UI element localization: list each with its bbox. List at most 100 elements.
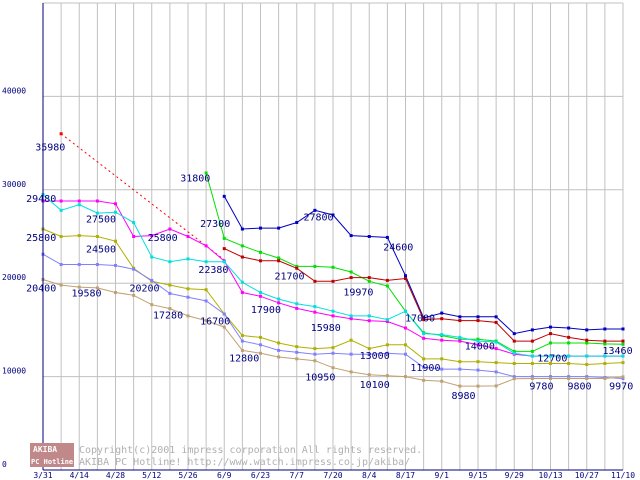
series-point-lavender (313, 352, 317, 356)
series-point-cyan (204, 260, 208, 264)
x-tick-label: 9/1 (435, 471, 450, 480)
series-point-green (313, 264, 317, 268)
series-point-lavender (512, 375, 516, 379)
data-label: 27300 (200, 219, 230, 230)
series-point-lavender (385, 351, 389, 355)
x-tick-label: 9/29 (505, 471, 524, 480)
series-point-cyan (385, 318, 389, 322)
series-point-cyan (59, 208, 63, 212)
y-tick-label: 0 (2, 460, 7, 469)
series-point-red (259, 259, 262, 263)
series-point-red (331, 279, 335, 283)
series-point-magenta (440, 338, 444, 342)
series-point-cyan (114, 210, 117, 214)
series-point-red (404, 277, 407, 281)
series-point-magenta (404, 326, 407, 330)
x-tick-label: 5/12 (142, 471, 161, 480)
data-label: 12700 (537, 354, 567, 365)
series-point-tan (549, 376, 552, 380)
series-point-olive (295, 345, 299, 349)
series-point-tan (367, 373, 371, 377)
y-tick-label: 10000 (2, 367, 26, 376)
series-point-green (331, 265, 335, 269)
data-label: 13000 (360, 351, 390, 362)
series-point-lavender (621, 376, 625, 380)
logo-top-text: AKIBA (33, 445, 57, 454)
data-label: 22380 (198, 265, 228, 276)
series-point-blue (458, 315, 462, 319)
data-label: 13460 (603, 346, 633, 357)
url-line: AKIBA PC Hotline! http://www.watch.impre… (79, 457, 410, 468)
series-point-blue (404, 274, 407, 278)
series-point-red (549, 332, 552, 336)
series-point-cyan (585, 354, 589, 358)
x-tick-label: 8/4 (362, 471, 377, 480)
series-point-tan (222, 325, 226, 329)
data-label: 16700 (200, 316, 230, 327)
series-point-tan (458, 384, 462, 388)
series-point-blue (512, 332, 516, 336)
series-point-red (603, 339, 607, 343)
data-label: 21700 (274, 271, 304, 282)
series-point-magenta (295, 306, 299, 310)
data-label: 9800 (567, 382, 591, 393)
series-point-tan (204, 319, 208, 323)
series-point-red (385, 278, 389, 282)
series-point-cyan (77, 203, 81, 207)
series-point-blue (331, 213, 335, 217)
series-point-cyan (458, 335, 462, 339)
series-point-olive (385, 343, 389, 347)
series-point-magenta (114, 202, 117, 206)
watermark: AKIBA PC Hotline! Copyright(c)2001 impre… (30, 443, 422, 468)
series-point-cyan (132, 220, 136, 224)
series-point-magenta (476, 343, 480, 347)
series-point-magenta (331, 314, 335, 318)
series-point-lavender (168, 291, 172, 295)
x-tick-label: 7/7 (290, 471, 305, 480)
series-point-lavender (150, 278, 154, 282)
series-point-cyan (494, 340, 498, 344)
series-point-blue (530, 328, 534, 332)
data-label: 27500 (86, 214, 116, 225)
data-label: 31800 (180, 173, 210, 184)
data-label: 10950 (305, 372, 335, 383)
series-point-lavender (114, 263, 117, 267)
data-label: 9780 (529, 382, 553, 393)
series-point-lavender (277, 348, 281, 352)
data-label: 8980 (451, 391, 475, 402)
x-tick-label: 9/15 (468, 471, 487, 480)
data-label: 27800 (303, 213, 333, 224)
series-point-olive (440, 357, 444, 361)
series-point-olive (549, 362, 552, 366)
series-point-cyan (476, 339, 480, 343)
series-point-cyan (549, 354, 552, 358)
series-point-green (476, 337, 480, 341)
series-point-cyan (567, 354, 571, 358)
series-point-magenta (277, 301, 281, 305)
series-point-red (295, 266, 299, 270)
series-point-green (240, 244, 244, 248)
series-point-cyan (222, 260, 226, 264)
data-label: 19970 (343, 287, 373, 298)
series-point-olive (603, 362, 607, 366)
series-point-green (585, 341, 589, 345)
series-point-cyan (240, 280, 244, 284)
series-point-lavender (240, 339, 244, 343)
series-point-red (458, 319, 462, 323)
series-point-cyan (331, 309, 335, 313)
data-label: 17000 (405, 313, 435, 324)
series-point-green (603, 342, 607, 346)
series-point-blue (259, 226, 262, 230)
series-point-lavender (530, 375, 534, 379)
series-point-olive (621, 361, 625, 365)
series-point-green (512, 349, 516, 353)
y-tick-label: 30000 (2, 180, 26, 189)
series-point-olive (458, 360, 462, 364)
series-point-olive (277, 341, 281, 345)
series-point-olive (77, 234, 81, 238)
x-tick-label: 7/20 (323, 471, 342, 480)
series-point-tan (404, 375, 407, 379)
series-point-red (512, 339, 516, 343)
data-label: 11900 (410, 363, 440, 374)
series-point-lavender (186, 295, 190, 299)
